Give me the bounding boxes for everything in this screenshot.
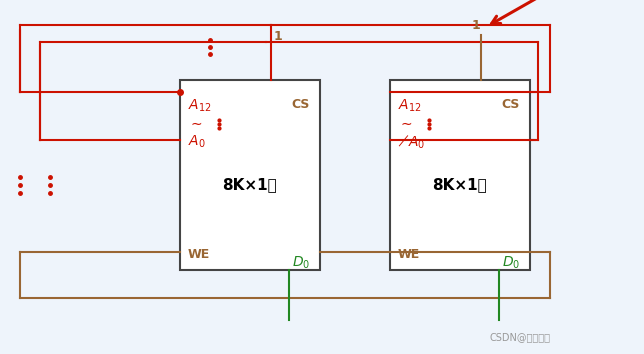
Text: $\sim$: $\sim$ [398, 116, 413, 130]
Text: WE: WE [188, 248, 210, 261]
Text: $D_0$: $D_0$ [502, 255, 520, 272]
Text: $A_{12}$: $A_{12}$ [398, 98, 422, 114]
Text: 1: 1 [274, 30, 283, 43]
Text: 8K×1位: 8K×1位 [433, 177, 488, 193]
Text: $\not{A}_0$: $\not{A}_0$ [398, 134, 425, 152]
Text: CSDN@雨翁轻尘: CSDN@雨翁轻尘 [489, 332, 551, 342]
Bar [180, 80, 320, 270]
Text: WE: WE [398, 248, 421, 261]
Text: $A_0$: $A_0$ [188, 134, 205, 150]
Bar [390, 80, 530, 270]
Text: $D_0$: $D_0$ [292, 255, 310, 272]
Text: CS: CS [292, 98, 310, 111]
Text: 8K×1位: 8K×1位 [223, 177, 278, 193]
Text: $A_{12}$: $A_{12}$ [188, 98, 212, 114]
Text: $\sim$: $\sim$ [188, 116, 203, 130]
Text: 1: 1 [471, 19, 480, 32]
Text: CS: CS [502, 98, 520, 111]
